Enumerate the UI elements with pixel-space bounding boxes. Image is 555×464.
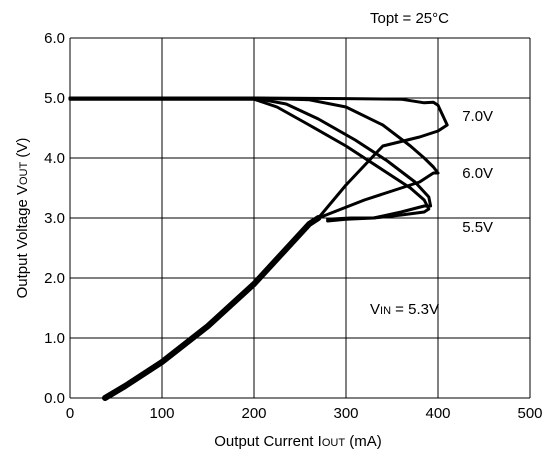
x-tick-label: 200 [241, 405, 266, 422]
series-line-5-3V [68, 97, 431, 223]
series-annotation: 6.0V [462, 165, 493, 182]
y-tick-label: 0.0 [44, 390, 65, 407]
tick-labels: 0 100 200 300 400 500 0.0 1.0 2.0 3.0 4.0 5.0 6.0 [44, 30, 542, 422]
x-tick-label: 500 [517, 405, 542, 422]
series-line-5-5V [68, 96, 433, 221]
y-tick-label: 4.0 [44, 150, 65, 167]
x-tick-label: 0 [66, 405, 74, 422]
series-annotation: 7.0V [462, 108, 493, 125]
series-line-common [102, 215, 322, 401]
x-tick-label: 400 [425, 405, 450, 422]
condition-label: Topt = 25°C [370, 10, 449, 27]
series-annotations: 7.0V 6.0V 5.5V [462, 108, 493, 236]
series-layer [68, 96, 449, 401]
series-annotation: 5.5V [462, 219, 493, 236]
x-axis-title: Output Current IOUT (mA) [214, 433, 381, 450]
y-tick-label: 5.0 [44, 90, 65, 107]
y-tick-label: 6.0 [44, 30, 65, 47]
vin-label: VIN = 5.3V [370, 301, 439, 318]
x-tick-label: 300 [333, 405, 358, 422]
grid [69, 37, 531, 399]
y-axis-title: Output Voltage VOUT (V) [14, 138, 31, 299]
x-tick-label: 100 [149, 405, 174, 422]
series-line-6-0V [68, 96, 440, 220]
y-tick-label: 3.0 [44, 210, 65, 227]
y-tick-label: 2.0 [44, 270, 65, 287]
y-tick-label: 1.0 [44, 330, 65, 347]
